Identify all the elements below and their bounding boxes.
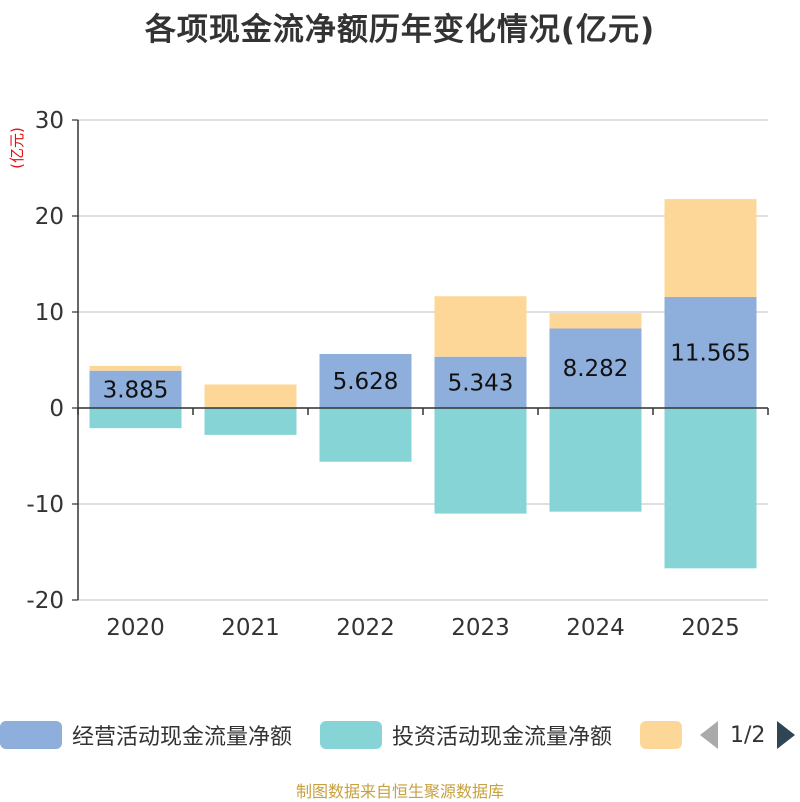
x-tick-label: 2022 [336,615,395,641]
bar-series [89,199,757,569]
x-tick-label: 2024 [566,615,625,641]
bar-2024-series-1[interactable] [549,408,642,512]
bar-2020-series-2[interactable] [89,365,182,371]
bar-2023-series-1[interactable] [434,408,527,514]
bar-2022-series-0[interactable] [319,353,412,408]
legend-page-indicator: 1/2 [730,722,766,748]
y-tick-label: 0 [49,396,64,422]
chart-title: 各项现金流净额历年变化情况(亿元) [144,12,656,48]
data-label: 11.565 [670,340,750,366]
bar-2020-series-0[interactable] [89,370,182,408]
legend-next-page-icon[interactable] [777,721,796,749]
legend-prev-page-icon[interactable] [700,721,718,749]
legend-label-investing: 投资活动现金流量净额 [392,725,613,750]
legend-pager: 1/2 [700,715,796,755]
data-label: 5.343 [448,370,514,396]
legend-item-financing[interactable] [640,715,692,755]
bar-2025-series-0[interactable] [664,296,757,408]
axes: 30 20 10 0 -10 -20 2020 2021 2022 2023 2024 2025 [26,108,769,641]
data-label: 8.282 [563,356,629,382]
legend-swatch-financing [640,721,682,749]
legend-label-operating: 经营活动现金流量净额 [72,725,293,750]
data-label: 5.628 [333,369,399,395]
x-tick-label: 2023 [451,615,510,641]
y-tick-label: 30 [35,108,64,134]
y-tick-label: -20 [26,588,64,614]
x-tick-label: 2021 [221,615,280,641]
legend-item-operating[interactable]: 经营活动现金流量净额 [0,715,292,755]
y-tick-label: 10 [35,300,64,326]
bar-2024-series-2[interactable] [549,313,642,329]
bar-2020-series-1[interactable] [89,408,182,429]
legend-item-investing[interactable]: 投资活动现金流量净额 [320,715,612,755]
y-tick-label: 20 [35,204,64,230]
data-source-note: 制图数据来自恒生聚源数据库 [295,782,504,801]
chart-area: 30 20 10 0 -10 -20 2020 2021 2022 2023 2024 2025 3.… [8,108,769,641]
data-labels: 3.885 5.628 5.343 8.282 11.565 [103,340,751,403]
bar-2023-series-2[interactable] [434,296,527,357]
bar-2023-series-0[interactable] [434,356,527,408]
bar-2022-series-1[interactable] [319,408,412,462]
legend: 经营活动现金流量净额 投资活动现金流量净额 1/2 [0,715,800,755]
y-tick-label: -10 [26,492,64,518]
x-tick-label: 2025 [681,615,740,641]
legend-swatch-investing [320,721,382,749]
legend-swatch-operating [0,721,62,749]
bar-2024-series-0[interactable] [549,328,642,408]
x-tick-label: 2020 [106,615,165,641]
y-axis-unit-label: (亿元) [8,127,26,169]
bar-2021-series-1[interactable] [204,408,297,435]
data-label: 3.885 [103,377,169,403]
bar-2025-series-2[interactable] [664,199,757,297]
bar-2021-series-2[interactable] [204,384,297,408]
bar-2025-series-1[interactable] [664,408,757,569]
